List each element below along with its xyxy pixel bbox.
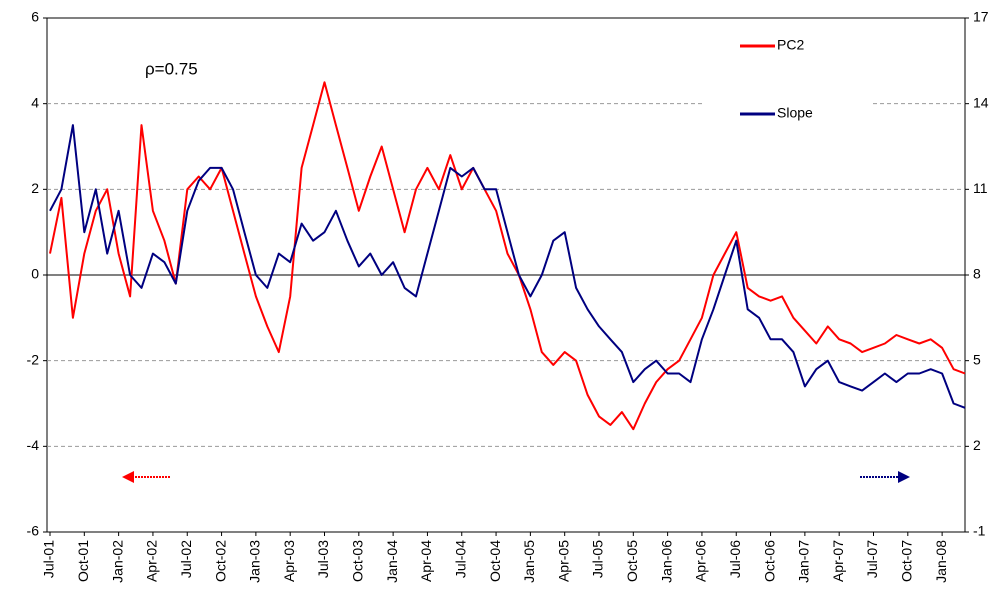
- y-tick-label: 0: [31, 266, 39, 282]
- series-line: [49, 81, 966, 431]
- x-tick-label: Oct-03: [350, 540, 366, 582]
- x-tick-label: Jul-02: [178, 540, 194, 578]
- y-tick-label: 4: [31, 94, 39, 110]
- x-tick-label: Jul-05: [590, 540, 606, 578]
- x-tick-label: Jul-03: [315, 540, 331, 578]
- y2-tick-label: 5: [973, 351, 981, 367]
- x-tick-label: Apr-04: [418, 540, 434, 582]
- y-tick-label: 6: [31, 9, 39, 25]
- x-tick-label: Apr-07: [830, 540, 846, 582]
- x-tick-label: Jan-04: [384, 540, 400, 583]
- y-tick-label: 2: [31, 180, 39, 196]
- x-tick-label: Oct-07: [899, 540, 915, 582]
- series-line: [49, 124, 966, 409]
- x-tick-label: Jul-04: [452, 540, 468, 578]
- x-tick-label: Oct-05: [624, 540, 640, 582]
- y2-tick-label: 8: [973, 266, 981, 282]
- x-tick-label: Jan-02: [109, 540, 125, 583]
- y2-tick-label: -1: [973, 523, 986, 539]
- y-tick-label: -4: [27, 437, 40, 453]
- y2-tick-label: 11: [973, 180, 988, 196]
- x-tick-label: Apr-06: [693, 540, 709, 582]
- left-arrow: [122, 471, 170, 483]
- right-arrow: [860, 471, 910, 483]
- y-tick-label: -6: [27, 523, 40, 539]
- x-tick-label: Oct-02: [212, 540, 228, 582]
- legend-label: Slope: [777, 105, 813, 121]
- x-tick-label: Apr-05: [555, 540, 571, 582]
- x-tick-label: Apr-03: [281, 540, 297, 582]
- y2-tick-label: 2: [973, 437, 981, 453]
- x-tick-label: Oct-04: [487, 540, 503, 582]
- x-tick-label: Jan-03: [247, 540, 263, 583]
- y2-tick-label: 17: [973, 9, 989, 25]
- legend-label: PC2: [777, 37, 804, 53]
- y2-tick-label: 14: [973, 94, 989, 110]
- x-tick-label: Oct-06: [761, 540, 777, 582]
- x-tick-label: Jul-06: [727, 540, 743, 578]
- x-tick-label: Jan-05: [521, 540, 537, 583]
- x-tick-label: Jan-06: [658, 540, 674, 583]
- x-tick-label: Jan-08: [933, 540, 949, 583]
- x-tick-label: Jul-07: [864, 540, 880, 578]
- y-tick-label: -2: [27, 351, 40, 367]
- x-tick-label: Oct-01: [75, 540, 91, 582]
- legend-background: [705, 30, 870, 130]
- x-tick-label: Apr-02: [144, 540, 160, 582]
- x-tick-label: Jul-01: [41, 540, 57, 578]
- x-tick-label: Jan-07: [796, 540, 812, 583]
- annotation: ρ=0.75: [145, 59, 198, 78]
